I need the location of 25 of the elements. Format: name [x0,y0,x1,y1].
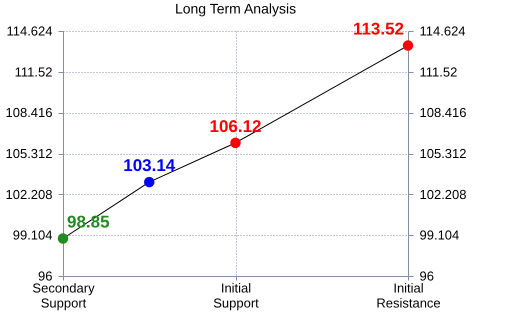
x-tick-label: Secondary Support [32,280,96,310]
y-tick-label: 105.312 [6,146,52,161]
y-tick-label: 108.416 [6,105,52,120]
y-tick-label: 96 [38,268,52,284]
y-tick-label: 102.208 [6,186,52,202]
point [144,176,154,188]
point [230,138,241,148]
y2-tick-label: 108.416 [420,105,466,120]
chart-title: Long Term Analysis [174,0,296,17]
x-tick-label: Initial Resistance [376,280,441,310]
y2-tick-label: 105.312 [420,146,466,161]
point [402,40,414,51]
y-tick-label: 111.52 [14,64,52,80]
data-label: 106.12 [210,116,262,136]
y-tick-label: 114.624 [6,24,52,38]
y2-tick-label: 111.52 [420,64,458,80]
x-tick-label: Initial Support [213,280,260,310]
y2-tick-label: 99.104 [420,228,460,243]
point [58,233,68,244]
data-label: 113.52 [352,20,404,39]
data-label: 103.14 [123,156,176,176]
y2-tick-label: 114.624 [420,24,466,38]
y2-tick-label: 102.208 [420,186,466,202]
y-tick-label: 99.104 [12,228,52,243]
y2-tick-label: 96 [420,268,434,284]
